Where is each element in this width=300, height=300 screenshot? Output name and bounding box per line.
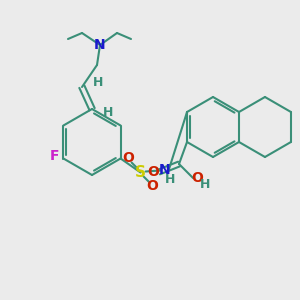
Text: O: O [147, 179, 158, 194]
Text: S: S [135, 165, 146, 180]
Text: O: O [123, 152, 134, 166]
Text: N: N [94, 38, 106, 52]
Text: H: H [93, 76, 103, 88]
Text: H: H [164, 173, 175, 186]
Text: H: H [103, 106, 113, 118]
Text: H: H [200, 178, 210, 190]
Text: N: N [159, 164, 170, 178]
Text: O: O [191, 171, 203, 185]
Text: F: F [50, 149, 59, 164]
Text: O: O [147, 165, 159, 179]
